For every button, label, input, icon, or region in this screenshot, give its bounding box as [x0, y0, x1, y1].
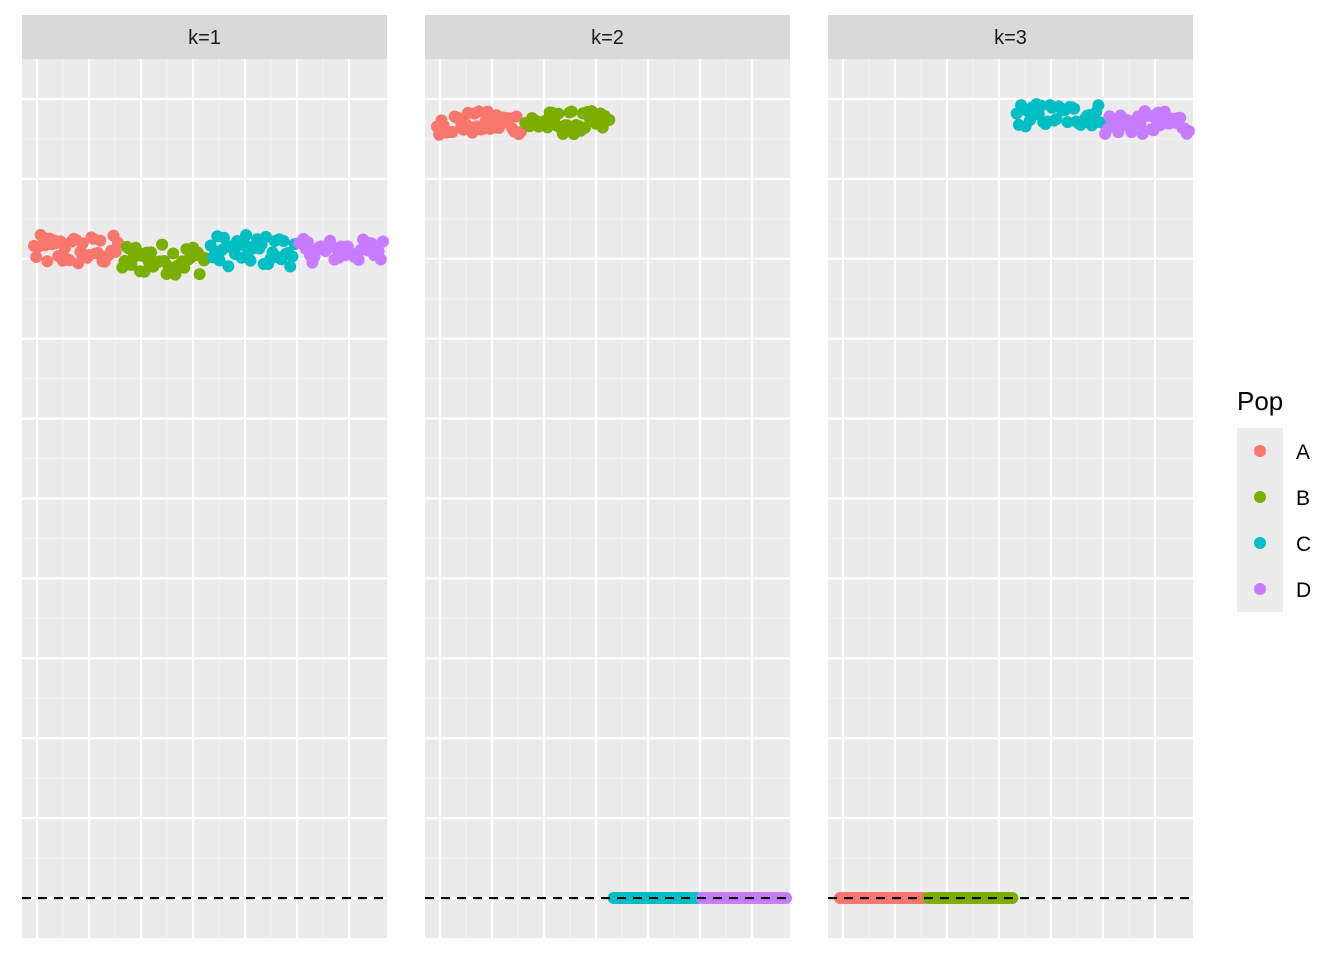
data-point-c [286, 250, 299, 263]
facet-strip [22, 15, 387, 59]
data-point-c [1061, 116, 1074, 129]
facet-strip-label: k=3 [994, 27, 1027, 49]
data-point-d [1125, 126, 1138, 139]
data-point-a [41, 255, 54, 268]
data-point-c [1068, 102, 1081, 115]
facet-panels: k=1 k=2 k=3 [22, 15, 1195, 938]
data-point-d [1174, 111, 1187, 124]
legend-key-c [1254, 537, 1266, 549]
legend-label-b: B [1296, 487, 1310, 510]
data-point-c [244, 254, 257, 267]
data-point-a [94, 234, 107, 247]
data-point-c [1050, 113, 1063, 126]
data-point-c [213, 254, 226, 267]
data-point-a [30, 251, 43, 264]
data-points [431, 105, 792, 905]
facet-strip-label: k=2 [591, 27, 624, 49]
data-point-b [603, 113, 616, 126]
data-point-d [374, 253, 387, 266]
data-points [834, 98, 1195, 905]
data-point-b [561, 119, 574, 132]
data-point-b [193, 268, 206, 281]
data-point-a [109, 245, 122, 258]
data-point-d [1134, 118, 1147, 131]
data-point-b [565, 105, 578, 118]
data-point-d [301, 236, 314, 249]
facet-strip-label: k=1 [188, 27, 221, 49]
legend-title: Pop [1237, 386, 1283, 416]
data-point-c [277, 235, 290, 248]
data-point-b [167, 247, 180, 260]
data-point-c [240, 228, 253, 241]
data-point-a [76, 237, 89, 250]
data-points [28, 228, 389, 281]
data-point-c [217, 231, 230, 244]
legend-key-background [1237, 428, 1283, 612]
data-point-d [377, 235, 389, 248]
grid-lines [22, 59, 387, 938]
data-point-b [578, 121, 591, 134]
data-point-c [1035, 99, 1048, 112]
legend-key-b [1254, 491, 1266, 503]
facet-strip [425, 15, 790, 59]
legend-key-d [1254, 583, 1266, 595]
data-point-b [138, 265, 151, 278]
data-point-d [1183, 125, 1195, 138]
facet-strip [828, 15, 1193, 59]
data-point-d [352, 253, 365, 266]
legend-label-c: C [1296, 533, 1311, 556]
data-point-a [472, 105, 485, 118]
data-point-a [72, 257, 85, 270]
data-point-c [1023, 114, 1036, 127]
data-point-c [284, 260, 297, 273]
legend-label-a: A [1296, 441, 1310, 464]
data-point-c [1092, 99, 1105, 112]
facet-panel-2: k=2 [425, 15, 792, 938]
data-point-b [552, 107, 565, 120]
data-point-c [222, 260, 235, 273]
facet-panel-3: k=3 [828, 15, 1195, 938]
data-point-a [446, 125, 459, 138]
legend-label-d: D [1296, 579, 1311, 602]
data-point-a [510, 110, 523, 123]
data-point-b [156, 238, 169, 251]
legend-key-a [1254, 445, 1266, 457]
facet-panel-1: k=1 [22, 15, 389, 938]
data-point-b [145, 246, 158, 259]
grid-lines [425, 59, 790, 938]
data-point-d [1136, 127, 1149, 140]
